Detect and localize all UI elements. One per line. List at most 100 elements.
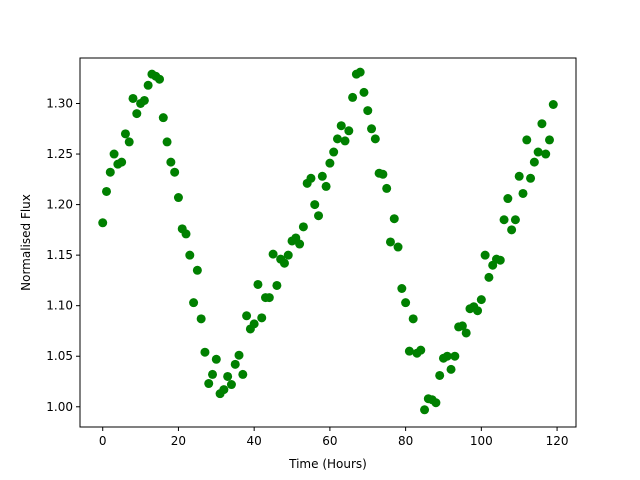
data-point bbox=[340, 136, 350, 146]
x-tick-label: 60 bbox=[322, 434, 337, 448]
data-point bbox=[329, 147, 339, 157]
data-point bbox=[522, 135, 532, 145]
data-point bbox=[105, 167, 115, 177]
y-tick-label: 1.15 bbox=[46, 248, 73, 262]
data-point bbox=[234, 350, 244, 360]
data-point bbox=[367, 124, 377, 134]
data-point bbox=[507, 225, 517, 235]
data-point bbox=[253, 279, 263, 289]
data-point bbox=[442, 351, 452, 361]
data-point bbox=[257, 313, 267, 323]
data-point bbox=[321, 181, 331, 191]
data-point bbox=[355, 67, 365, 77]
data-point bbox=[514, 171, 524, 181]
data-point bbox=[495, 255, 505, 265]
data-point bbox=[166, 157, 176, 167]
data-point bbox=[473, 306, 483, 316]
data-point bbox=[162, 137, 172, 147]
data-point bbox=[185, 250, 195, 260]
data-point bbox=[124, 137, 134, 147]
data-point bbox=[283, 250, 293, 260]
data-point bbox=[359, 87, 369, 97]
data-point bbox=[503, 194, 513, 204]
data-point bbox=[230, 359, 240, 369]
data-point bbox=[548, 100, 558, 109]
data-point bbox=[98, 218, 108, 228]
data-point bbox=[389, 214, 399, 224]
data-point bbox=[272, 280, 282, 290]
data-point bbox=[526, 173, 536, 183]
data-point bbox=[385, 237, 395, 247]
data-point bbox=[401, 298, 411, 308]
data-point bbox=[173, 193, 183, 203]
y-tick-label: 1.00 bbox=[46, 400, 73, 414]
y-tick-label: 1.25 bbox=[46, 147, 73, 161]
data-point bbox=[510, 215, 520, 225]
y-tick-label: 1.05 bbox=[46, 349, 73, 363]
data-point bbox=[238, 369, 248, 379]
data-point bbox=[117, 157, 127, 167]
data-point bbox=[393, 242, 403, 252]
data-point bbox=[211, 354, 221, 364]
data-point bbox=[143, 80, 153, 90]
data-point bbox=[541, 149, 551, 159]
data-point bbox=[170, 167, 180, 177]
data-point bbox=[317, 171, 327, 181]
data-point bbox=[268, 249, 278, 259]
y-axis-ticks: 1.00 1.05 1.10 1.15 1.20 1.25 1.30 bbox=[46, 96, 80, 414]
data-point bbox=[545, 135, 554, 145]
data-point bbox=[208, 369, 218, 379]
data-point bbox=[537, 119, 547, 129]
data-point bbox=[298, 222, 308, 232]
y-tick-label: 1.20 bbox=[46, 198, 73, 212]
data-point bbox=[204, 379, 214, 389]
x-tick-label: 0 bbox=[99, 434, 107, 448]
x-tick-label: 120 bbox=[546, 434, 569, 448]
data-point bbox=[314, 211, 324, 221]
data-point bbox=[529, 157, 539, 167]
x-tick-label: 100 bbox=[470, 434, 493, 448]
data-point bbox=[450, 351, 460, 361]
data-point bbox=[242, 311, 252, 321]
data-point bbox=[219, 385, 229, 395]
data-point bbox=[344, 126, 354, 136]
data-point bbox=[295, 239, 305, 249]
data-point bbox=[476, 295, 486, 305]
data-point bbox=[370, 134, 380, 144]
data-point bbox=[416, 345, 426, 355]
data-point bbox=[189, 298, 199, 308]
data-point bbox=[378, 169, 388, 179]
data-point bbox=[249, 319, 259, 329]
data-point bbox=[420, 405, 430, 415]
data-point bbox=[363, 106, 373, 116]
data-point bbox=[109, 149, 119, 159]
data-point bbox=[446, 364, 456, 374]
data-point bbox=[139, 95, 149, 105]
y-axis-label: Normalised Flux bbox=[19, 194, 33, 291]
data-point bbox=[533, 147, 543, 157]
data-point bbox=[408, 314, 418, 324]
data-point bbox=[461, 328, 471, 338]
data-point bbox=[435, 370, 445, 380]
data-point bbox=[120, 129, 130, 139]
data-point bbox=[102, 186, 111, 196]
data-point bbox=[457, 321, 467, 331]
data-point bbox=[132, 109, 142, 119]
data-point bbox=[397, 284, 407, 293]
data-point bbox=[518, 188, 528, 198]
data-point bbox=[181, 229, 191, 239]
data-point bbox=[226, 380, 236, 390]
x-axis-label: Time (Hours) bbox=[288, 457, 367, 471]
data-point bbox=[480, 250, 490, 260]
data-point bbox=[332, 134, 342, 144]
data-point bbox=[484, 272, 494, 282]
data-point bbox=[431, 398, 441, 408]
data-point bbox=[264, 293, 274, 303]
data-point bbox=[310, 200, 320, 210]
data-point bbox=[192, 265, 202, 275]
x-tick-label: 40 bbox=[247, 434, 262, 448]
plot-frame bbox=[79, 57, 577, 428]
data-point bbox=[499, 215, 509, 225]
data-point bbox=[382, 183, 392, 193]
